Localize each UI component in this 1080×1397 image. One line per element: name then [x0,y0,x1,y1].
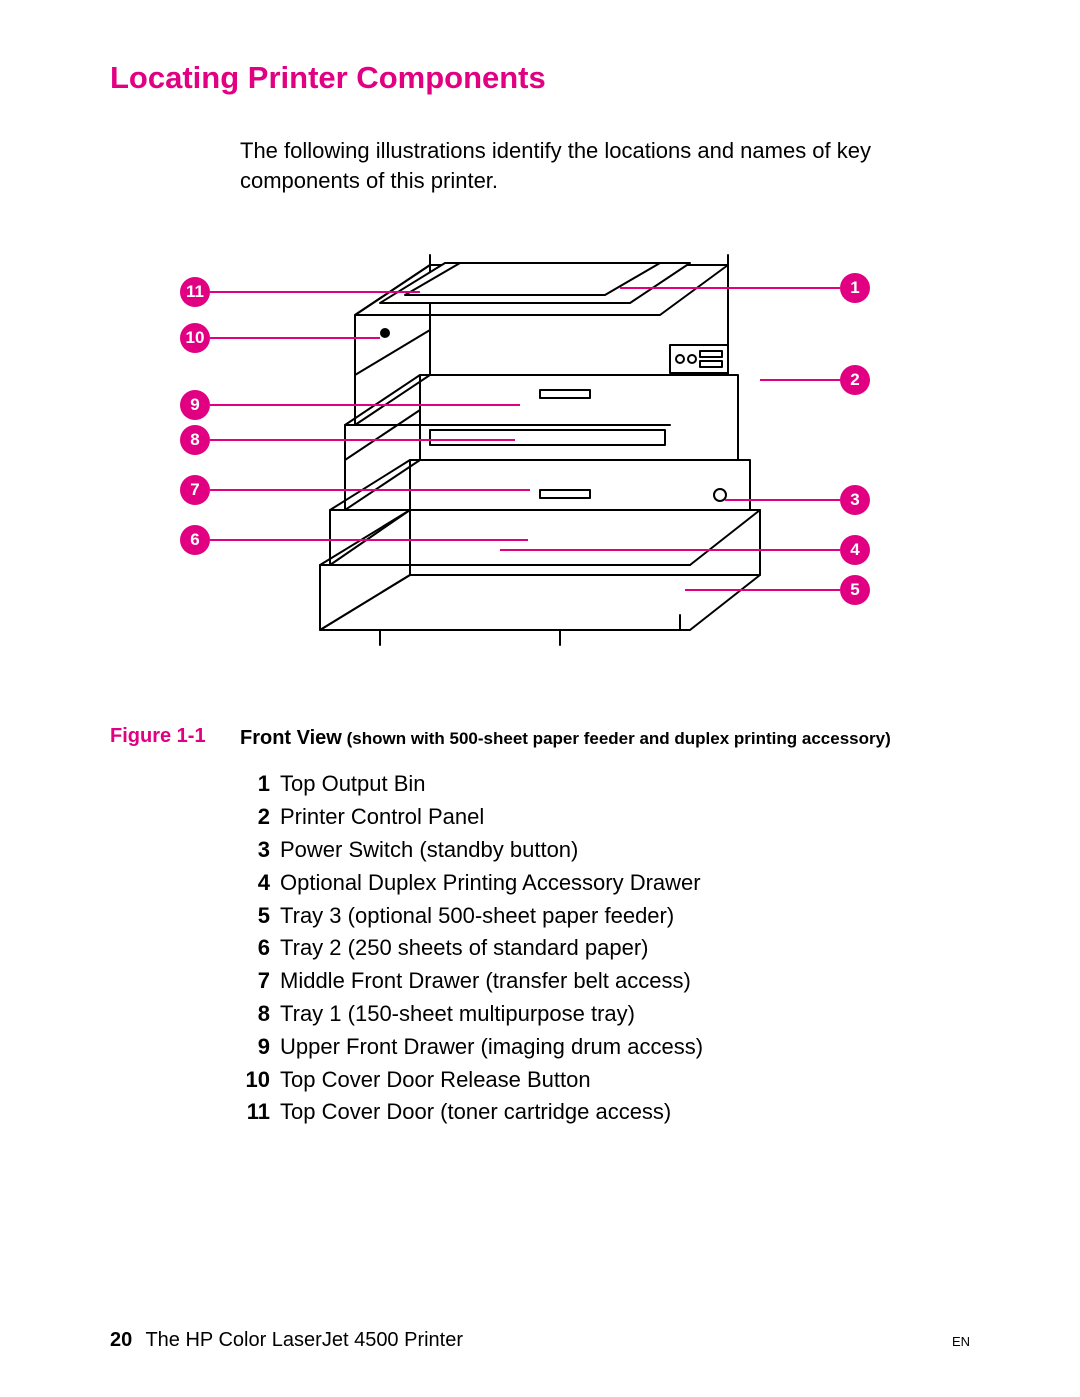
callout-8: 8 [180,425,515,455]
callout-bubble-3: 3 [840,485,870,515]
legend-label: Tray 2 (250 sheets of standard paper) [280,933,649,964]
intro-paragraph: The following illustrations identify the… [240,136,960,195]
legend-label: Printer Control Panel [280,802,484,833]
legend-num: 1 [240,769,280,800]
section-heading: Locating Printer Components [110,60,970,96]
legend-row-7: 7Middle Front Drawer (transfer belt acce… [240,966,970,997]
page: Locating Printer Components The followin… [0,0,1080,1397]
legend-label: Upper Front Drawer (imaging drum access) [280,1032,703,1063]
callout-bubble-7: 7 [180,475,210,505]
figure-title: Front View (shown with 500-sheet paper f… [240,725,891,751]
legend-num: 2 [240,802,280,833]
callout-11: 11 [180,277,420,307]
legend-row-3: 3Power Switch (standby button) [240,835,970,866]
figure-label: Figure 1-1 [110,725,240,748]
callout-6: 6 [180,525,528,555]
legend-num: 9 [240,1032,280,1063]
figure-title-bold: Front View [240,727,342,749]
legend-row-9: 9Upper Front Drawer (imaging drum access… [240,1032,970,1063]
callout-3: 3 [725,485,870,515]
legend-label: Top Cover Door (toner cartridge access) [280,1097,671,1128]
callout-leader [210,539,528,541]
legend-label: Power Switch (standby button) [280,835,578,866]
callout-2: 2 [760,365,870,395]
callout-leader [210,404,520,406]
page-number: 20 [110,1329,132,1351]
callout-9: 9 [180,390,520,420]
callout-bubble-4: 4 [840,535,870,565]
legend-label: Top Cover Door Release Button [280,1065,591,1096]
callout-leader [210,489,530,491]
legend-num: 11 [240,1097,280,1128]
legend-num: 8 [240,999,280,1030]
callout-bubble-9: 9 [180,390,210,420]
legend-num: 5 [240,901,280,932]
legend-row-11: 11Top Cover Door (toner cartridge access… [240,1097,970,1128]
legend-num: 7 [240,966,280,997]
callout-leader [500,549,840,551]
legend-row-2: 2Printer Control Panel [240,802,970,833]
legend-row-4: 4Optional Duplex Printing Accessory Draw… [240,868,970,899]
legend-label: Tray 1 (150-sheet multipurpose tray) [280,999,635,1030]
callout-bubble-6: 6 [180,525,210,555]
callout-leader [725,499,840,501]
legend-label: Middle Front Drawer (transfer belt acces… [280,966,691,997]
callout-1: 1 [620,273,870,303]
callout-leader [210,291,420,293]
figure-title-small: (shown with 500-sheet paper feeder and d… [342,729,891,748]
callout-leader [685,589,840,591]
callout-bubble-1: 1 [840,273,870,303]
legend-num: 10 [240,1065,280,1096]
legend-label: Top Output Bin [280,769,426,800]
legend-num: 4 [240,868,280,899]
page-footer: 20 The HP Color LaserJet 4500 Printer EN [110,1329,970,1352]
callout-bubble-2: 2 [840,365,870,395]
callout-7: 7 [180,475,530,505]
callout-bubble-11: 11 [180,277,210,307]
callout-4: 4 [500,535,870,565]
footer-title: The HP Color LaserJet 4500 Printer [145,1329,463,1351]
legend-row-1: 1Top Output Bin [240,769,970,800]
figure-caption: Figure 1-1 Front View (shown with 500-sh… [110,725,970,751]
legend-row-5: 5Tray 3 (optional 500-sheet paper feeder… [240,901,970,932]
figure-area: 11 10 9 8 7 6 1 2 3 4 5 [110,235,970,705]
component-legend: 1Top Output Bin2Printer Control Panel3Po… [240,769,970,1128]
callout-bubble-8: 8 [180,425,210,455]
legend-label: Tray 3 (optional 500-sheet paper feeder) [280,901,674,932]
callout-leader [620,287,840,289]
callout-leader [210,337,380,339]
legend-row-10: 10Top Cover Door Release Button [240,1065,970,1096]
footer-lang: EN [952,1334,970,1349]
callout-leader [760,379,840,381]
legend-row-6: 6Tray 2 (250 sheets of standard paper) [240,933,970,964]
callout-bubble-10: 10 [180,323,210,353]
legend-num: 3 [240,835,280,866]
callout-5: 5 [685,575,870,605]
legend-num: 6 [240,933,280,964]
callout-10: 10 [180,323,380,353]
callout-leader [210,439,515,441]
legend-label: Optional Duplex Printing Accessory Drawe… [280,868,701,899]
callout-bubble-5: 5 [840,575,870,605]
legend-row-8: 8Tray 1 (150-sheet multipurpose tray) [240,999,970,1030]
footer-left: 20 The HP Color LaserJet 4500 Printer [110,1329,463,1352]
